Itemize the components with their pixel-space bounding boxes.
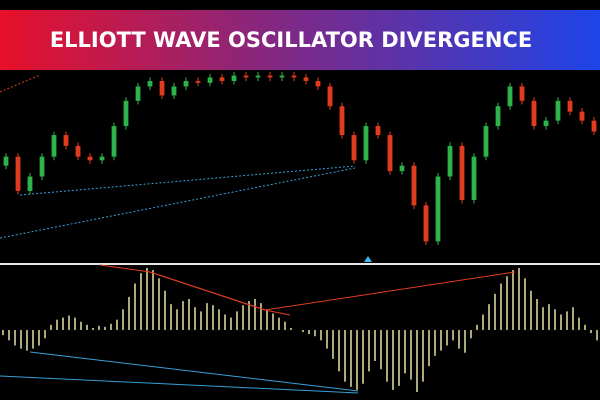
candle-body bbox=[279, 75, 285, 78]
candle-body bbox=[147, 81, 153, 87]
candle-body bbox=[459, 145, 465, 200]
candle-body bbox=[519, 86, 525, 101]
chart-title: ELLIOTT WAVE OSCILLATOR DIVERGENCE bbox=[50, 28, 532, 52]
title-banner: ELLIOTT WAVE OSCILLATOR DIVERGENCE bbox=[0, 10, 600, 70]
candle-body bbox=[171, 86, 177, 96]
candle-body bbox=[483, 126, 489, 157]
candle-body bbox=[543, 120, 549, 127]
candle-body bbox=[267, 75, 273, 78]
candle-body bbox=[495, 106, 501, 127]
price-panel bbox=[3, 72, 597, 245]
candle-body bbox=[159, 81, 165, 96]
candle-body bbox=[123, 100, 129, 127]
candle-body bbox=[387, 135, 393, 172]
signal-arrow bbox=[364, 256, 372, 262]
divergence-line bbox=[29, 351, 359, 392]
candle-body bbox=[27, 176, 33, 191]
candle-body bbox=[435, 176, 441, 242]
candle-body bbox=[39, 156, 45, 177]
candle-body bbox=[75, 145, 81, 157]
candle-body bbox=[567, 100, 573, 112]
candle-body bbox=[591, 120, 597, 132]
candle-body bbox=[219, 77, 225, 82]
divergence-line bbox=[149, 271, 291, 316]
candle-body bbox=[447, 145, 453, 177]
candle-body bbox=[579, 111, 585, 121]
divergence-line bbox=[19, 165, 356, 196]
candle-body bbox=[291, 75, 297, 78]
candle-body bbox=[351, 135, 357, 161]
candle-body bbox=[195, 81, 201, 83]
candle-body bbox=[327, 86, 333, 107]
candle-body bbox=[255, 75, 261, 78]
candle-body bbox=[399, 165, 405, 172]
candle-body bbox=[375, 126, 381, 136]
candle-body bbox=[51, 135, 57, 157]
candle-body bbox=[531, 100, 537, 127]
candle-body bbox=[555, 100, 561, 121]
candle-body bbox=[135, 86, 141, 101]
divergence-line bbox=[0, 375, 359, 394]
banner-background bbox=[0, 10, 600, 70]
candle-body bbox=[63, 135, 69, 146]
candle-body bbox=[423, 205, 429, 242]
divergence-lines bbox=[0, 74, 600, 265]
oscillator-panel bbox=[2, 268, 598, 392]
candle-body bbox=[3, 156, 9, 166]
candle-body bbox=[231, 75, 237, 82]
candle-body bbox=[411, 165, 417, 206]
candle-body bbox=[99, 156, 105, 161]
candle-body bbox=[471, 156, 477, 200]
candle-body bbox=[315, 81, 321, 87]
candle-body bbox=[87, 156, 93, 161]
candle-body bbox=[339, 106, 345, 136]
candle-body bbox=[15, 156, 21, 191]
candle-body bbox=[183, 81, 189, 87]
divergence-line bbox=[0, 167, 356, 239]
candle-body bbox=[111, 126, 117, 157]
candle-body bbox=[303, 77, 309, 82]
candle-body bbox=[363, 126, 369, 161]
candle-body bbox=[507, 86, 513, 107]
oscillator-divergence bbox=[0, 264, 516, 394]
candle-body bbox=[207, 77, 213, 83]
divergence-line bbox=[0, 74, 41, 93]
candle-body bbox=[243, 75, 249, 78]
